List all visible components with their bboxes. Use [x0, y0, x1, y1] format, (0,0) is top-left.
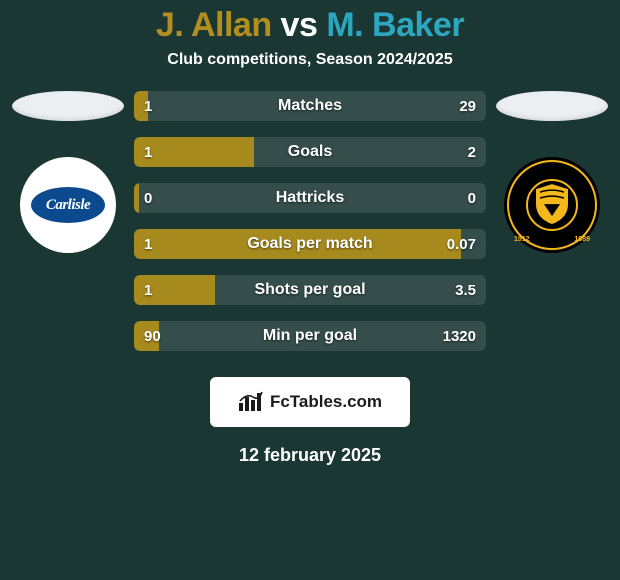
stat-bar: 13.5Shots per goal	[134, 275, 486, 305]
stat-bar: 10.07Goals per match	[134, 229, 486, 259]
player2-column: 1912 1989	[492, 91, 612, 253]
player1-club-badge: Carlisle	[20, 157, 116, 253]
stat-bar: 901320Min per goal	[134, 321, 486, 351]
stat-label: Goals	[134, 137, 486, 167]
title-player1: J. Allan	[156, 6, 272, 44]
stats-bars: 129Matches 12Goals 00Hattricks 10.07Goals p…	[128, 91, 492, 351]
player2-club-badge: 1912 1989	[504, 157, 600, 253]
newport-year-right: 1989	[574, 236, 590, 243]
newport-shield-icon	[532, 182, 572, 226]
stat-bar: 00Hattricks	[134, 183, 486, 213]
stat-label: Matches	[134, 91, 486, 121]
comparison-card: J. Allan vs M. Baker Club competitions, …	[0, 0, 620, 580]
generated-date: 12 february 2025	[0, 445, 620, 466]
subtitle: Club competitions, Season 2024/2025	[0, 51, 620, 69]
stat-bar: 12Goals	[134, 137, 486, 167]
player1-photo-placeholder	[12, 91, 124, 121]
page-title: J. Allan vs M. Baker	[0, 6, 620, 45]
stat-label: Shots per goal	[134, 275, 486, 305]
title-player2: M. Baker	[326, 6, 464, 44]
title-vs: vs	[281, 6, 318, 44]
player1-column: Carlisle	[8, 91, 128, 253]
fctables-watermark: FcTables.com	[210, 377, 410, 427]
carlisle-badge-text: Carlisle	[31, 187, 105, 223]
newport-year-left: 1912	[514, 236, 530, 243]
player2-photo-placeholder	[496, 91, 608, 121]
stat-label: Goals per match	[134, 229, 486, 259]
stat-bar: 129Matches	[134, 91, 486, 121]
fctables-text: FcTables.com	[270, 392, 382, 412]
bar-chart-icon	[238, 391, 264, 413]
stat-label: Min per goal	[134, 321, 486, 351]
main-row: Carlisle 129Matches 12Goals 00Hattricks 10.…	[0, 91, 620, 351]
stat-label: Hattricks	[134, 183, 486, 213]
